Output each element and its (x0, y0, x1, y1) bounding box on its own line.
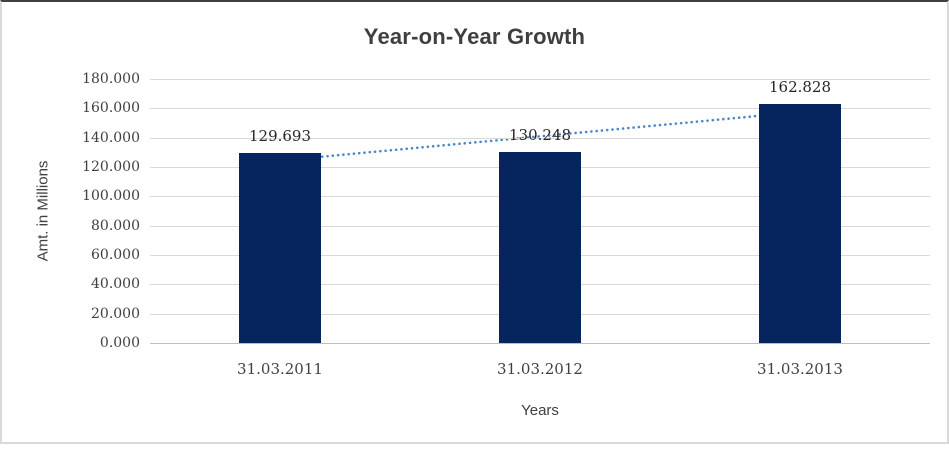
x-tick-label: 31.03.2012 (497, 360, 583, 378)
x-tick-label: 31.03.2011 (237, 360, 323, 378)
y-tick-label: 180.000 (82, 71, 140, 87)
y-tick-label: 20.000 (91, 305, 140, 322)
y-tick-label: 140.000 (82, 129, 140, 146)
bar (759, 104, 841, 343)
bar-value-label: 129.693 (248, 126, 312, 145)
chart-title: Year-on-Year Growth (363, 24, 586, 49)
y-tick-label: 40.000 (91, 276, 140, 293)
y-tick-label: 160.000 (82, 100, 140, 117)
x-axis-title: Years (521, 402, 559, 419)
y-tick-label: 80.000 (91, 217, 140, 234)
y-tick-label: 100.000 (82, 188, 140, 205)
y-tick-label: 120.000 (82, 159, 140, 175)
y-tick-label: 0.000 (99, 335, 140, 351)
bar (499, 151, 581, 343)
trendline-dotted (278, 110, 802, 162)
x-axis-line (150, 343, 930, 344)
y-tick-label: 60.000 (91, 247, 140, 263)
y-axis-title: Amt. in Millions (34, 160, 52, 262)
gridline (150, 79, 930, 80)
x-tick-label: 31.03.2013 (757, 360, 843, 378)
gridline (150, 137, 930, 139)
bar-value-label: 162.828 (768, 78, 832, 97)
gridline (150, 108, 930, 110)
bar (239, 152, 321, 343)
bar-value-label: 130.248 (508, 125, 572, 144)
plot-area (150, 79, 930, 344)
